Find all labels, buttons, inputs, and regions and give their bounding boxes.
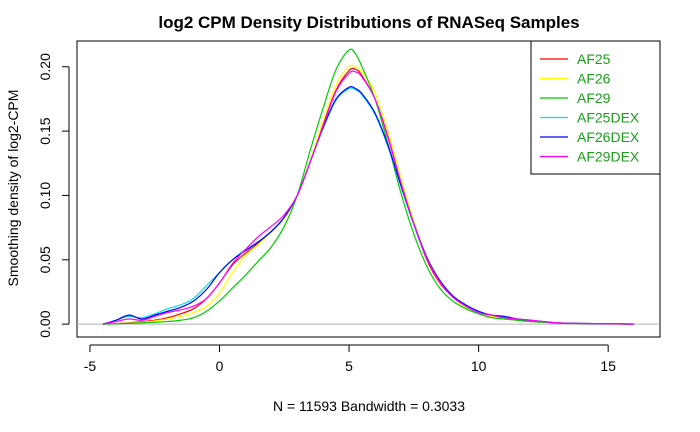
- legend-label: AF25: [577, 51, 611, 67]
- y-tick-label: 0.20: [37, 53, 53, 80]
- legend-label: AF26: [577, 71, 611, 87]
- x-tick-label: -5: [84, 358, 97, 374]
- y-tick-label: 0.15: [37, 117, 53, 144]
- legend-label: AF25DEX: [577, 110, 640, 126]
- x-tick-label: 10: [471, 358, 487, 374]
- chart-title: log2 CPM Density Distributions of RNASeq…: [158, 13, 579, 32]
- legend-label: AF29DEX: [577, 149, 640, 165]
- series-line-af29: [102, 48, 635, 325]
- legend-label: AF26DEX: [577, 129, 640, 145]
- series-line-af26dex: [102, 86, 635, 325]
- x-tick-label: 15: [600, 358, 616, 374]
- y-tick-label: 0.10: [37, 182, 53, 209]
- x-tick-label: 5: [345, 358, 353, 374]
- x-tick-label: 0: [216, 358, 224, 374]
- series-line-af29dex: [102, 70, 635, 325]
- legend-box: [530, 40, 661, 175]
- series-lines: [102, 48, 635, 325]
- plot-area-frame: [76, 40, 661, 338]
- y-tick-label: 0.05: [37, 246, 53, 273]
- y-axis: 0.00 0.05 0.10 0.15 0.20: [37, 53, 70, 338]
- x-axis-label: N = 11593 Bandwidth = 0.3033: [273, 398, 465, 414]
- y-tick-label: 0.00: [37, 310, 53, 337]
- x-axis: -5 0 5 10 15: [84, 344, 616, 374]
- legend: AF25 AF26 AF29 AF25DEX AF26DEX AF29DEX: [530, 40, 661, 175]
- legend-label: AF29: [577, 90, 611, 106]
- y-axis-label: Smoothing density of log2-CPM: [5, 90, 21, 287]
